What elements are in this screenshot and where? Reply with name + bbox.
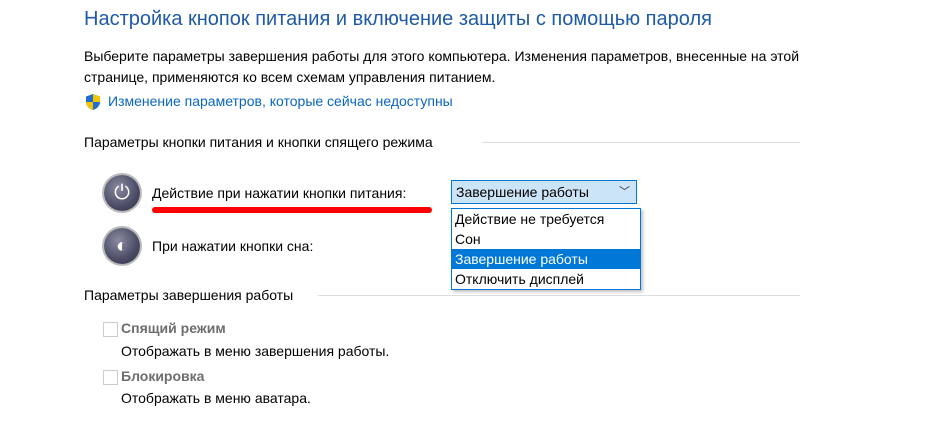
divider <box>482 142 800 143</box>
sleep-checkbox-description: Отображать в меню завершения работы. <box>121 343 390 359</box>
option-sleep[interactable]: Сон <box>455 231 481 247</box>
power-action-options: Действие не требуется Сон Завершение раб… <box>451 208 641 290</box>
lock-checkbox-label: Блокировка <box>121 368 205 384</box>
sleep-button-label: При нажатии кнопки сна: <box>152 238 314 254</box>
page-title: Настройка кнопок питания и включение защ… <box>84 8 712 30</box>
power-action-value: Завершение работы <box>456 184 589 200</box>
page-description: Выберите параметры завершения работы для… <box>84 48 800 85</box>
power-button-icon: ⏻ <box>104 175 140 211</box>
change-unavailable-settings-link[interactable]: Изменение параметров, которые сейчас нед… <box>108 93 453 109</box>
power-action-dropdown[interactable]: Завершение работы ﹀ <box>451 180 637 204</box>
lock-checkbox-description: Отображать в меню аватара. <box>121 390 311 406</box>
sleep-button-icon: ◐ <box>104 228 140 264</box>
sleep-checkbox-label: Спящий режим <box>121 320 226 336</box>
power-button-label: Действие при нажатии кнопки питания: <box>152 185 407 201</box>
shutdown-group-title: Параметры завершения работы <box>84 287 294 303</box>
option-shutdown[interactable]: Завершение работы <box>452 249 640 269</box>
option-turn-off-display[interactable]: Отключить дисплей <box>455 271 585 287</box>
option-no-action[interactable]: Действие не требуется <box>455 211 605 227</box>
lock-checkbox[interactable] <box>103 370 118 385</box>
divider <box>318 295 800 296</box>
sleep-checkbox[interactable] <box>103 322 118 337</box>
chevron-down-icon: ﹀ <box>619 186 630 198</box>
uac-shield-icon <box>86 94 100 110</box>
buttons-group-title: Параметры кнопки питания и кнопки спящег… <box>84 134 433 150</box>
red-underline-annotation <box>152 207 432 213</box>
